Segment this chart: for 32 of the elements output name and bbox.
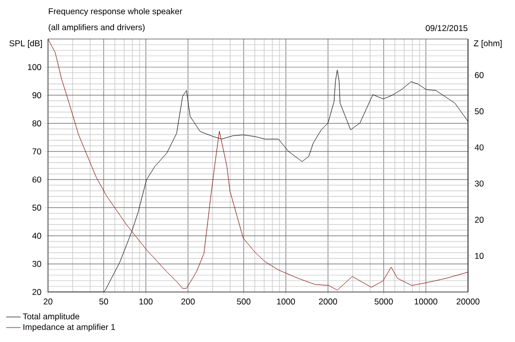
y-tick-label: 90	[32, 92, 42, 98]
text: 09/12/2015	[426, 24, 468, 32]
x-tick-label: 2000	[319, 298, 338, 305]
y-tick-label: 60	[32, 176, 42, 183]
chart-subtitle: (all amplifiers and drivers)	[48, 24, 145, 32]
y-tick-label: 20	[32, 289, 42, 295]
y-tick-label: 30	[32, 260, 42, 267]
x-tick-label: 50	[99, 298, 108, 305]
legend-label: Impedance at amplifier 1	[23, 324, 115, 332]
y-tick-label: 50	[32, 204, 42, 211]
y-tick-label: 100	[28, 64, 42, 70]
x-tick-label: 100	[139, 298, 153, 305]
y2-tick-label: 20	[474, 216, 484, 223]
y-tick-label: 40	[32, 232, 42, 239]
x-tick-label: 20	[44, 298, 52, 305]
y2-tick-label: 10	[475, 252, 484, 259]
x-tick-label: 200	[181, 298, 195, 305]
y-axis-title: SPL [dB]	[9, 40, 42, 48]
y2-tick-label: 50	[474, 108, 484, 114]
y-tick-label: 70	[32, 148, 42, 154]
legend-label: Total amplitude	[22, 313, 80, 322]
y2-tick-label: 40	[474, 144, 484, 150]
x-tick-label: 20000	[456, 298, 480, 305]
y2-tick-label: 30	[474, 180, 484, 187]
y2-axis-title: Z [ohm]	[474, 40, 502, 48]
x-tick-label: 500	[237, 298, 250, 305]
y2-tick-label: 60	[474, 72, 484, 78]
x-tick-label: 5000	[374, 298, 393, 305]
chart-title: Frequency response whole speaker	[48, 8, 182, 16]
y-tick-label: 80	[32, 120, 42, 126]
x-tick-label: 10000	[414, 298, 438, 305]
x-tick-label: 1000	[277, 298, 295, 305]
